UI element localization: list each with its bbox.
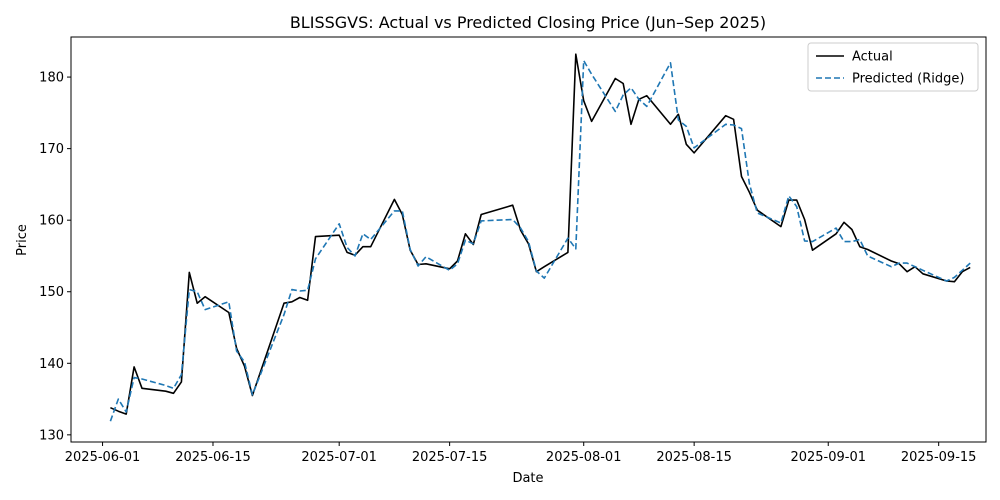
x-axis: 2025-06-01 2025-06-15 2025-07-01 2025-07-15… xyxy=(65,442,977,465)
x-tick-label: 2025-08-01 xyxy=(546,450,622,465)
plot-frame xyxy=(70,36,987,443)
x-tick-label: 2025-08-15 xyxy=(656,450,732,465)
legend-box xyxy=(807,42,979,92)
y-tick-label: 180 xyxy=(39,71,64,86)
x-tick-label: 2025-09-01 xyxy=(790,450,866,465)
y-tick-label: 170 xyxy=(39,142,64,157)
x-tick-label: 2025-07-15 xyxy=(412,450,488,465)
y-tick-label: 160 xyxy=(39,214,64,229)
legend: Actual Predicted (Ridge) xyxy=(807,42,979,92)
y-tick-label: 150 xyxy=(39,285,64,300)
series-line-predicted xyxy=(109,59,971,422)
x-tick-label: 2025-06-15 xyxy=(175,450,251,465)
y-tick-label: 130 xyxy=(39,428,64,443)
x-tick-label: 2025-06-01 xyxy=(65,450,141,465)
y-axis-title: Price xyxy=(15,224,30,256)
series-line-actual xyxy=(110,53,971,415)
plot-area xyxy=(70,36,987,443)
legend-label: Actual xyxy=(852,50,893,65)
legend-label: Predicted (Ridge) xyxy=(852,72,964,87)
x-tick-label: 2025-07-01 xyxy=(301,450,377,465)
y-tick-label: 140 xyxy=(39,357,64,372)
x-tick-label: 2025-09-15 xyxy=(901,450,977,465)
chart-title: BLISSGVS: Actual vs Predicted Closing Pr… xyxy=(290,13,766,32)
x-axis-title: Date xyxy=(512,471,543,486)
y-axis: 130 140 150 160 170 180 xyxy=(39,71,71,443)
